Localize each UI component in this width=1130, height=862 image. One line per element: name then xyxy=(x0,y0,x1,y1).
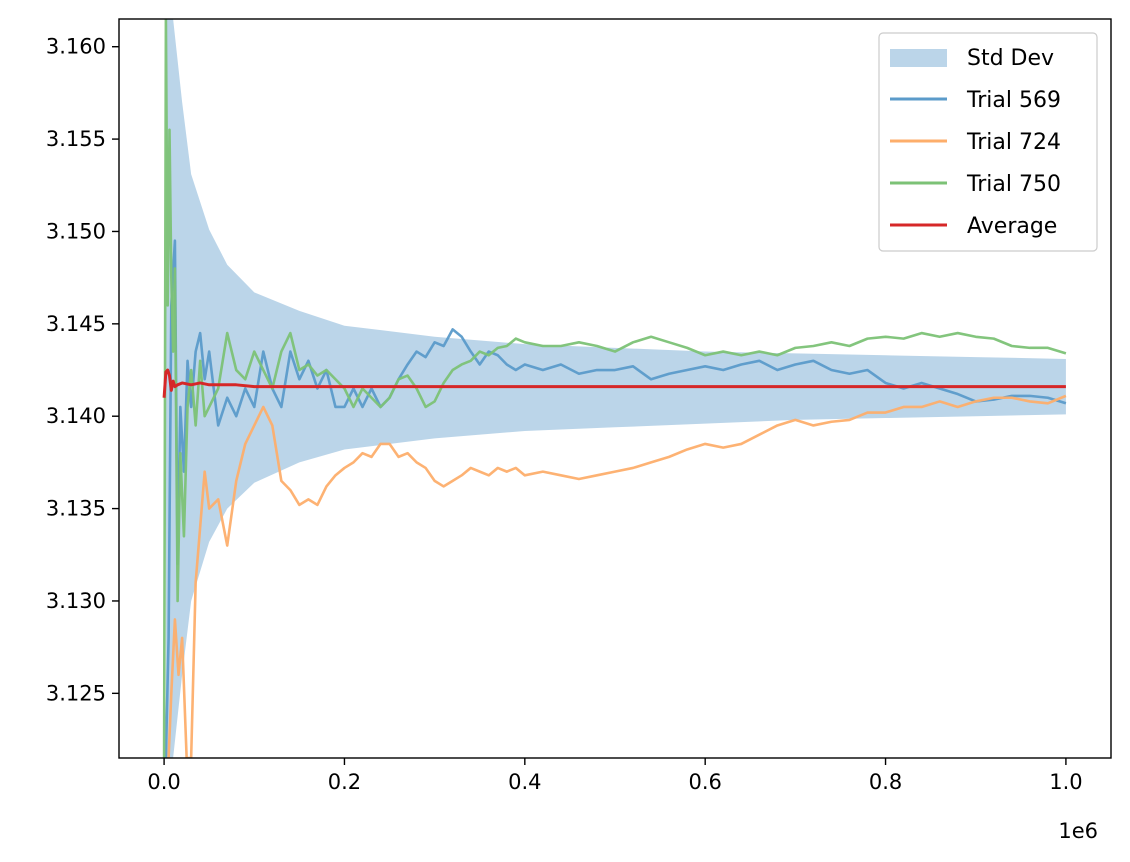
series-line-trial-569 xyxy=(164,239,1067,758)
legend-label-trial-724: Trial 724 xyxy=(966,130,1061,155)
legend-label-trial-569: Trial 569 xyxy=(966,88,1061,113)
y-tick-label: 3.160 xyxy=(46,35,106,59)
x-tick-label: 1.0 xyxy=(1049,770,1082,794)
y-axis: 3.125 3.130 3.135 3.140 3.145 3.150 3.155 3.160 xyxy=(46,35,119,705)
y-tick-label: 3.125 xyxy=(46,681,106,705)
std-dev-band xyxy=(165,19,1066,758)
plot-area xyxy=(162,19,1067,758)
x-tick-label: 0.0 xyxy=(147,770,180,794)
x-offset-label: 1e6 xyxy=(1058,819,1098,843)
y-tick-label: 3.145 xyxy=(46,312,106,336)
plot-frame xyxy=(118,18,1112,759)
legend-box xyxy=(878,32,1098,252)
x-tick-label: 0.6 xyxy=(688,770,721,794)
legend-swatch-std-dev xyxy=(890,49,947,67)
y-tick-label: 3.135 xyxy=(46,497,106,521)
series-lines xyxy=(162,19,1067,758)
y-tick-label: 3.140 xyxy=(46,404,106,428)
legend-label-trial-750: Trial 750 xyxy=(966,172,1061,197)
legend-label-average: Average xyxy=(967,214,1057,239)
x-tick-label: 0.2 xyxy=(328,770,361,794)
x-tick-label: 0.8 xyxy=(869,770,902,794)
series-line-trial-724 xyxy=(167,394,1067,758)
series-line-trial-750 xyxy=(162,19,1067,758)
legend-label-std-dev: Std Dev xyxy=(967,46,1054,71)
x-axis: 0.0 0.2 0.4 0.6 0.8 1.0 xyxy=(147,758,1083,794)
y-tick-label: 3.130 xyxy=(46,589,106,613)
legend: Std Dev Trial 569 Trial 724 Trial 750 Averag… xyxy=(878,32,1098,252)
x-tick-label: 0.4 xyxy=(508,770,541,794)
series-line-average xyxy=(162,368,1066,398)
y-tick-label: 3.155 xyxy=(46,127,106,151)
y-tick-label: 3.150 xyxy=(46,219,106,243)
